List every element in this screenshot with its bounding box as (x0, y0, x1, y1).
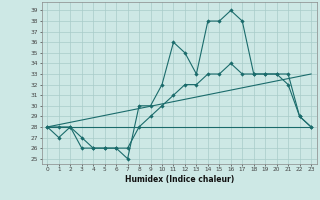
X-axis label: Humidex (Indice chaleur): Humidex (Indice chaleur) (124, 175, 234, 184)
